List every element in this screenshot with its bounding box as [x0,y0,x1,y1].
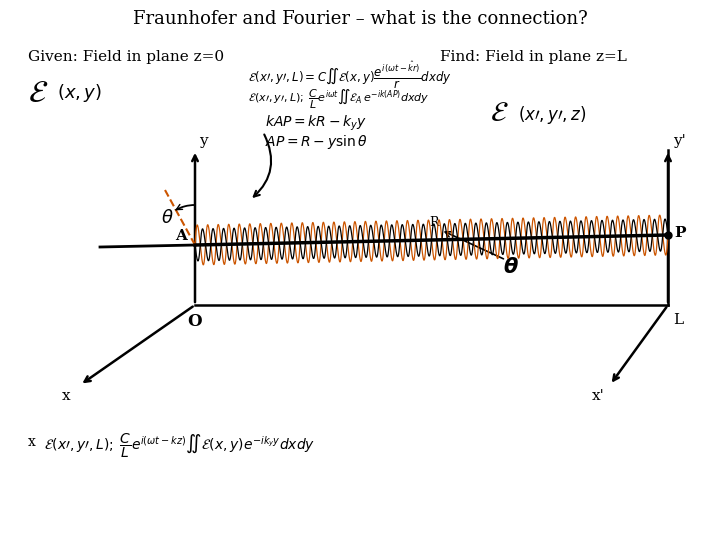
Text: $(x,y)$: $(x,y)$ [57,82,102,104]
Text: $\mathcal{E}(x\prime,y\prime,L);\;\dfrac{C}{L}e^{i(\omega t-kz)}\iint\mathcal{E}: $\mathcal{E}(x\prime,y\prime,L);\;\dfrac… [44,432,315,460]
Text: $\mathcal{E}(x\prime,y\prime,L);\;\dfrac{C}{L}e^{i\omega t}\iint\mathcal{E}_A\,e: $\mathcal{E}(x\prime,y\prime,L);\;\dfrac… [248,88,430,111]
Text: $kAP = kR - k_y y$: $kAP = kR - k_y y$ [265,114,367,133]
Text: $AP = R - y\sin\theta$: $AP = R - y\sin\theta$ [265,133,368,151]
Text: Given: Field in plane z=0: Given: Field in plane z=0 [28,50,224,64]
Text: Fraunhofer and Fourier – what is the connection?: Fraunhofer and Fourier – what is the con… [132,10,588,28]
Text: x': x' [593,389,605,403]
Text: O: O [188,313,202,330]
Text: y': y' [673,134,685,148]
Text: x: x [61,389,70,403]
Text: R: R [430,216,439,229]
Text: $\theta$: $\theta$ [161,209,174,227]
Text: $\boldsymbol{\theta}$: $\boldsymbol{\theta}$ [503,257,519,277]
Text: $\mathcal{E}(x\prime,y\prime,L) = C\iint\mathcal{E}(x,y)\dfrac{e^{i(\omega t-\ha: $\mathcal{E}(x\prime,y\prime,L) = C\iint… [248,60,451,91]
Text: y: y [199,134,207,148]
Text: Find: Field in plane z=L: Find: Field in plane z=L [440,50,627,64]
Text: x: x [28,435,36,449]
Text: A: A [175,229,187,243]
Text: $\boldsymbol{\mathcal{E}}$: $\boldsymbol{\mathcal{E}}$ [490,100,508,127]
Text: P: P [674,226,685,240]
Text: L: L [673,313,683,327]
Text: $(x\prime,y\prime,z)$: $(x\prime,y\prime,z)$ [518,104,586,126]
Text: $\boldsymbol{\mathcal{E}}$: $\boldsymbol{\mathcal{E}}$ [28,78,48,109]
